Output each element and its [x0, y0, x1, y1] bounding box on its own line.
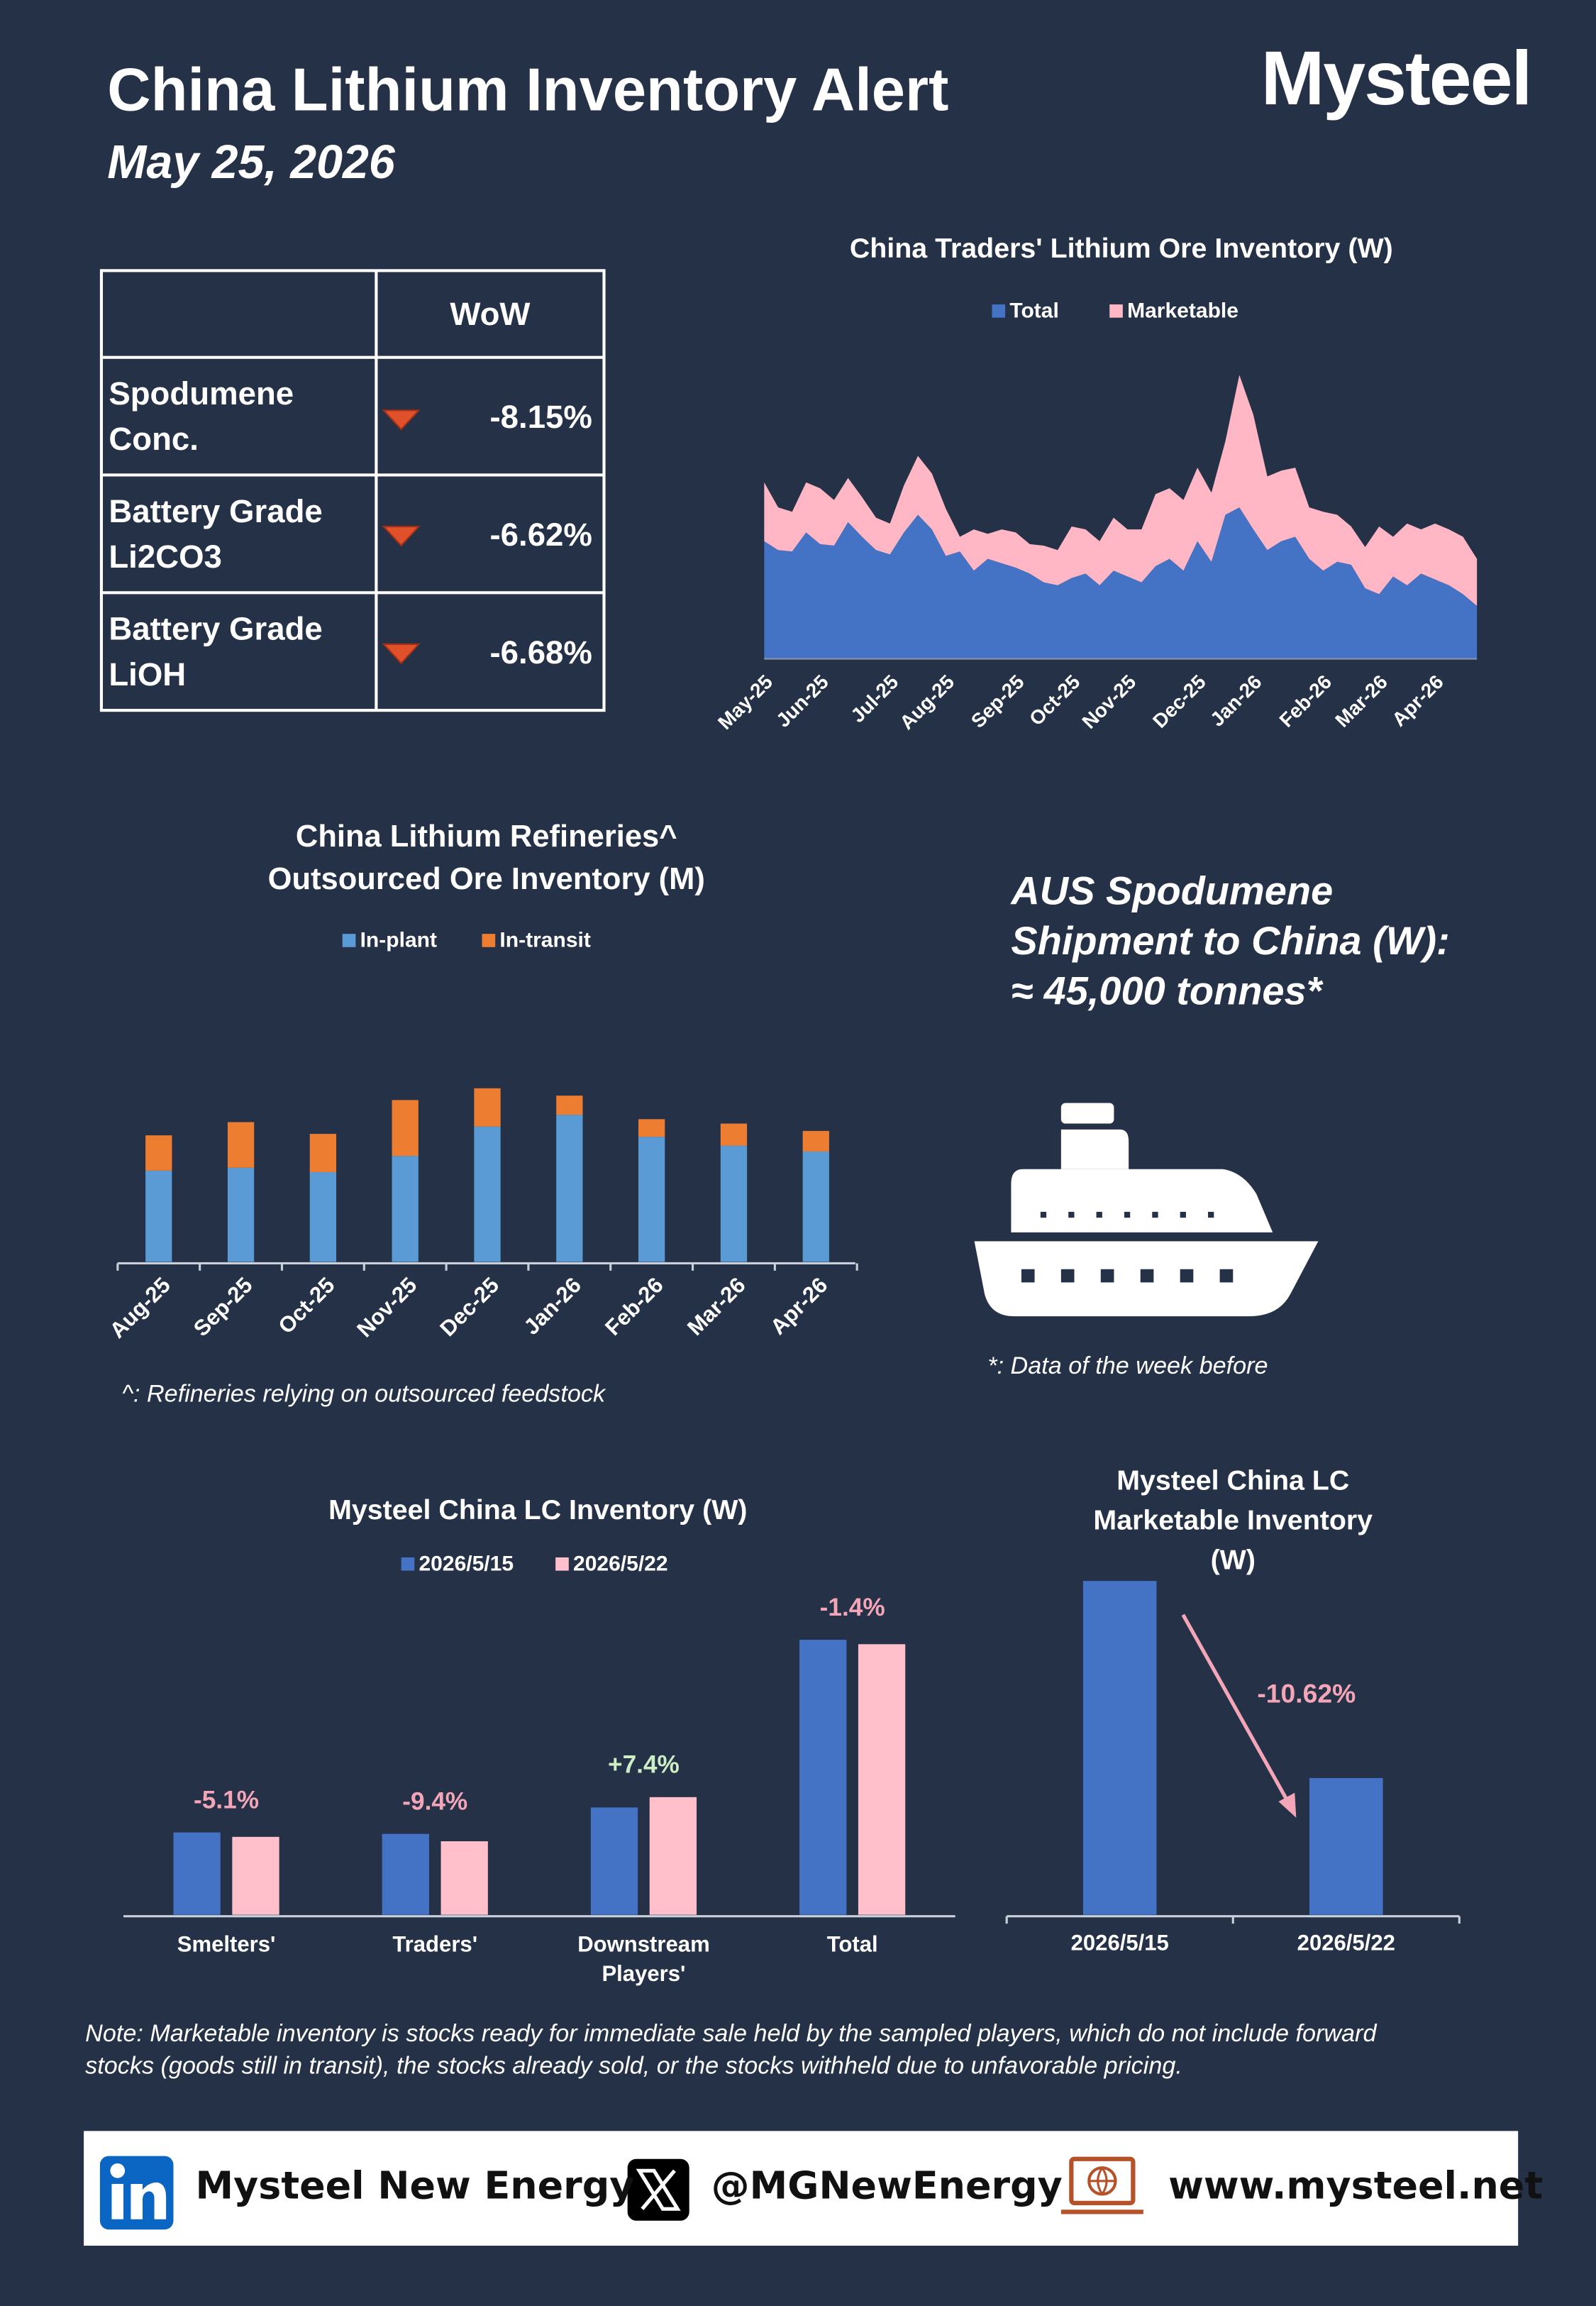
bar	[1082, 1581, 1157, 1915]
table-header: WoW	[450, 295, 531, 333]
website[interactable]: www.mysteel.net	[1168, 2165, 1544, 2210]
bar	[1309, 1777, 1383, 1915]
bar-annotation: -5.1%	[194, 1786, 259, 1814]
note: Note: Marketable inventory is stocks rea…	[85, 2020, 1377, 2080]
chart-title: (W)	[1211, 1545, 1256, 1576]
down-arrow	[382, 409, 421, 431]
chart-title: China Traders' Lithium Ore Inventory (W)	[850, 233, 1393, 264]
bar-annotation: -1.4%	[820, 1594, 885, 1621]
down-arrow	[382, 525, 421, 547]
bar	[590, 1807, 638, 1915]
bar	[440, 1841, 488, 1915]
shipment-line: AUS Spodumene	[1011, 868, 1334, 914]
legend-label: In-plant	[360, 928, 437, 951]
x-tick-label: 2026/5/15	[1071, 1930, 1169, 1955]
bar	[720, 1145, 748, 1262]
bar	[474, 1126, 501, 1262]
shipment-footnote: *: Data of the week before	[987, 1352, 1268, 1380]
legend-label: 2026/5/15	[419, 1552, 514, 1575]
bar	[173, 1832, 221, 1915]
bar	[802, 1151, 829, 1262]
bar	[227, 1122, 255, 1168]
bar	[145, 1135, 172, 1171]
legend-swatch	[401, 1557, 415, 1571]
table-row-label: Spodumene Conc.	[109, 375, 294, 458]
bar-annotation: -10.62%	[1257, 1679, 1356, 1709]
bar	[638, 1119, 665, 1137]
chart-title: Mysteel China LC Inventory (W)	[328, 1494, 747, 1526]
bar	[802, 1130, 829, 1152]
shipment-line: Shipment to China (W):	[1011, 919, 1450, 964]
x-tick-label: Total	[826, 1932, 878, 1958]
chart-footnote: ^: Refineries relying on outsourced feed…	[121, 1381, 606, 1408]
x-tick-label: Smelters'	[177, 1932, 276, 1958]
bar	[227, 1167, 255, 1262]
legend-swatch	[555, 1557, 569, 1571]
legend-swatch	[482, 934, 496, 947]
logo: Mysteel	[1260, 36, 1533, 123]
x-tick-label: Traders'	[392, 1932, 478, 1958]
area	[764, 375, 1478, 606]
bar	[392, 1100, 419, 1157]
x-tick-label: Downstream Players'	[577, 1932, 710, 1987]
bar	[649, 1797, 697, 1915]
chart-title: China Lithium Refineries^	[296, 820, 677, 854]
down-arrow	[382, 643, 421, 665]
bar-annotation: +7.4%	[608, 1751, 680, 1779]
bar	[858, 1644, 906, 1915]
chart-title: Marketable Inventory	[1093, 1505, 1373, 1536]
bar	[720, 1123, 748, 1146]
annotation-arrowhead	[1278, 1792, 1297, 1818]
legend-label: 2026/5/22	[573, 1552, 668, 1575]
legend-label: In-transit	[499, 928, 590, 951]
footer-band	[84, 2131, 1519, 2246]
legend-swatch	[1109, 304, 1123, 318]
bar	[309, 1134, 337, 1172]
bar	[556, 1096, 583, 1115]
bar-annotation: -9.4%	[402, 1787, 467, 1815]
web-icon	[1060, 2156, 1143, 2214]
bar	[309, 1171, 337, 1262]
bar	[638, 1137, 665, 1262]
page-title: China Lithium Inventory Alert	[107, 55, 949, 124]
x-tick-label: 2026/5/22	[1297, 1930, 1395, 1955]
shipment-value: ≈ 45,000 tonnes*	[1011, 969, 1322, 1014]
area	[764, 507, 1478, 659]
linkedin-icon	[99, 2156, 174, 2230]
down-arrows	[382, 409, 421, 665]
table-row-label: Battery Grade LiOH	[109, 610, 323, 693]
table-value: -8.15%	[489, 397, 592, 435]
table-value: -6.68%	[489, 633, 592, 671]
bar	[556, 1115, 583, 1262]
table-value: -6.62%	[489, 515, 592, 553]
chart-title: Mysteel China LC	[1116, 1465, 1349, 1496]
bar	[382, 1833, 429, 1915]
bar	[799, 1640, 847, 1915]
table-row-label: Battery Grade Li2CO3	[109, 492, 323, 575]
chart-title: Outsourced Ore Inventory (M)	[268, 862, 705, 896]
legend-label: Marketable	[1127, 299, 1238, 322]
legend-swatch	[342, 934, 356, 947]
ship-icon	[974, 1103, 1319, 1317]
annotation-arrow	[1181, 1613, 1292, 1807]
x-icon	[627, 2158, 689, 2221]
linkedin-handle[interactable]: Mysteel New Energy	[195, 2165, 635, 2210]
bar	[232, 1836, 279, 1915]
bar	[392, 1156, 419, 1262]
legend-swatch	[992, 304, 1006, 318]
x-handle[interactable]: @MGNewEnergy	[711, 2165, 1063, 2210]
bar	[474, 1088, 501, 1127]
bar	[145, 1170, 172, 1262]
page-date: May 25, 2026	[107, 135, 395, 189]
legend-label: Total	[1009, 299, 1059, 322]
table-grid	[99, 269, 606, 712]
